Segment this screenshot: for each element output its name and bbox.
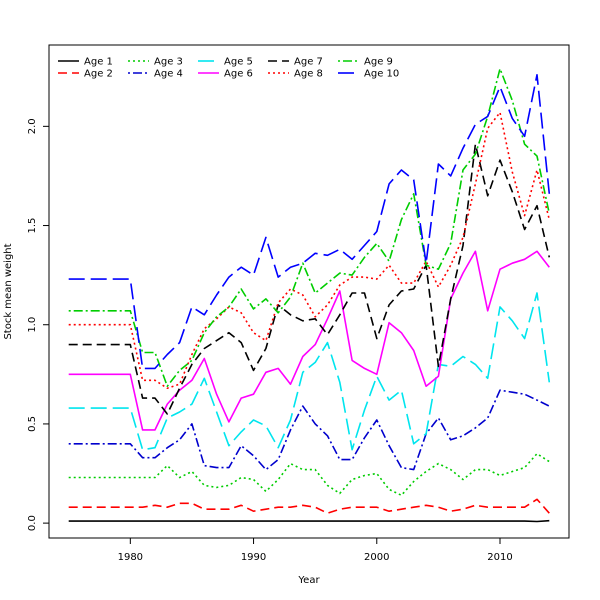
y-axis: 0.0 0.5 1.0 1.5 2.0 xyxy=(27,118,49,531)
x-tick-label: 1980 xyxy=(118,552,143,563)
series-line-3 xyxy=(68,452,550,497)
y-tick-label: 0.0 xyxy=(27,515,38,531)
series-line-9 xyxy=(68,68,551,388)
y-tick-label: 1.0 xyxy=(27,317,38,333)
legend-label-2: Age 2 xyxy=(84,69,113,80)
series-line-4 xyxy=(68,389,550,471)
y-tick-label: 1.5 xyxy=(27,218,38,234)
x-axis-title: Year xyxy=(297,575,320,586)
legend-label-3: Age 3 xyxy=(154,57,183,68)
legend-label-5: Age 5 xyxy=(224,57,253,68)
series-line-5 xyxy=(68,292,551,451)
y-tick-label: 2.0 xyxy=(27,118,38,134)
x-tick-label: 1990 xyxy=(241,552,266,563)
legend-label-6: Age 6 xyxy=(224,69,253,80)
legend-label-7: Age 7 xyxy=(294,57,323,68)
plot-frame xyxy=(48,44,570,539)
y-tick-label: 0.5 xyxy=(27,416,38,432)
x-tick-label: 2010 xyxy=(487,552,512,563)
series-layer xyxy=(68,68,551,523)
legend-label-4: Age 4 xyxy=(154,69,183,80)
x-tick-label: 2000 xyxy=(364,552,389,563)
legend-label-1: Age 1 xyxy=(84,57,113,68)
series-line-10 xyxy=(68,74,551,370)
legend-label-8: Age 8 xyxy=(294,69,323,80)
legend-label-9: Age 9 xyxy=(364,57,393,68)
legend-label-10: Age 10 xyxy=(364,69,399,80)
series-line-2 xyxy=(68,498,550,515)
x-axis: 1980 1990 2000 2010 xyxy=(118,538,513,563)
series-line-6 xyxy=(68,250,550,431)
series-line-8 xyxy=(68,111,551,390)
series-line-7 xyxy=(68,143,551,415)
series-line-1 xyxy=(68,519,550,523)
y-axis-title: Stock mean weight xyxy=(3,243,14,339)
